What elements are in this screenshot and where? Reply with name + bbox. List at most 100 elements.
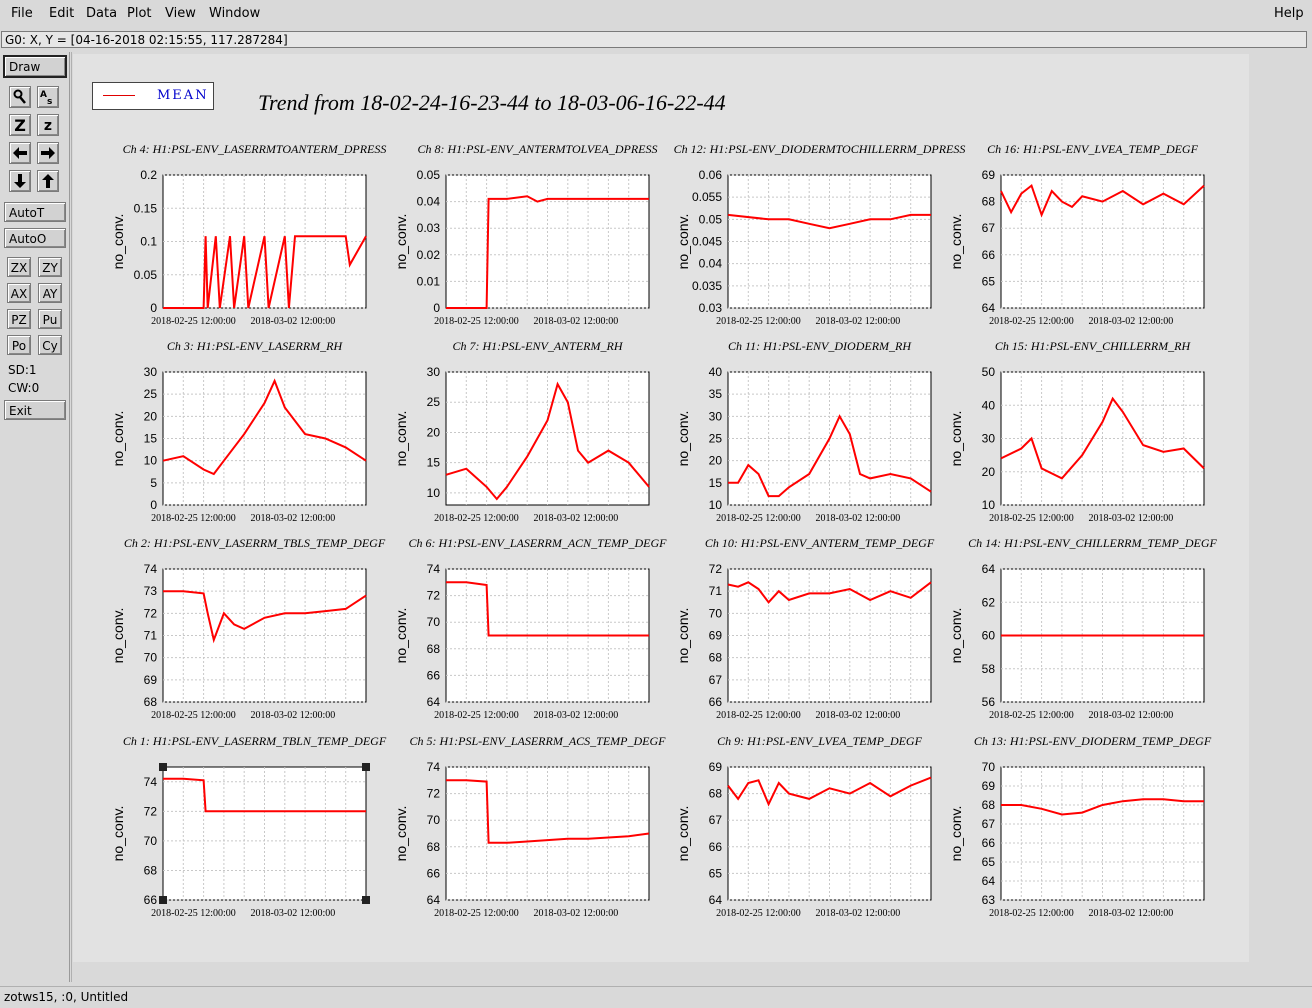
auto-o-button[interactable]: AutoO — [4, 228, 66, 248]
ax-button[interactable]: AX — [7, 283, 31, 303]
y-tick-label: 64 — [982, 301, 996, 315]
sd-status: SD:1 — [8, 363, 37, 377]
chart-title: Ch 16: H1:PSL-ENV_LVEA_TEMP_DEGF — [987, 142, 1199, 156]
selection-handle[interactable] — [159, 896, 167, 904]
trend-line — [163, 590, 367, 644]
trend-line — [1000, 396, 1205, 480]
trend-plot[interactable]: Ch 15: H1:PSL-ENV_CHILLERRM_RH 10 20 30 40 50… — [948, 339, 1205, 524]
chart-title: Ch 14: H1:PSL-ENV_CHILLERRM_TEMP_DEGF — [968, 536, 1217, 550]
arrow-left-button[interactable] — [9, 142, 31, 164]
exit-button[interactable]: Exit — [4, 400, 66, 420]
svg-text:A: A — [40, 90, 47, 100]
y-tick-label: 70 — [427, 615, 441, 629]
y-axis-label: no_conv. — [948, 411, 964, 467]
x-tick-label: 2018-02-25 12:00:00 — [989, 513, 1074, 524]
draw-button[interactable]: Draw — [3, 55, 67, 78]
y-tick-label: 71 — [709, 584, 723, 598]
chart-title: Ch 11: H1:PSL-ENV_DIODERM_RH — [728, 339, 912, 353]
x-tick-label: 2018-02-25 12:00:00 — [434, 513, 519, 524]
trend-plot[interactable]: Ch 6: H1:PSL-ENV_LASERRM_ACN_TEMP_DEGF 64… — [393, 536, 667, 721]
trend-plot[interactable]: Ch 7: H1:PSL-ENV_ANTERM_RH 10 15 20 25 30 2018… — [393, 339, 650, 524]
y-tick-label: 30 — [427, 365, 441, 379]
trend-plot[interactable]: Ch 9: H1:PSL-ENV_LVEA_TEMP_DEGF 64 65 66 67 6… — [675, 734, 932, 919]
y-tick-label: 72 — [709, 562, 723, 576]
menu-data[interactable]: Data — [86, 6, 118, 21]
y-tick-label: 67 — [709, 673, 723, 687]
y-tick-label: 0.2 — [140, 168, 157, 182]
x-tick-label: 2018-02-25 12:00:00 — [716, 513, 801, 524]
pu-button[interactable]: Pu — [38, 309, 62, 329]
trend-plot[interactable]: Ch 4: H1:PSL-ENV_LASERRMTOANTERM_DPRESS 0… — [110, 142, 386, 327]
y-tick-label: 0 — [150, 498, 157, 512]
arrow-up-icon — [42, 174, 54, 188]
trend-line — [162, 378, 367, 476]
plot-frame — [445, 371, 650, 506]
y-tick-label: 69 — [982, 168, 996, 182]
y-tick-label: 63 — [982, 893, 996, 907]
y-tick-label: 0.01 — [417, 274, 441, 288]
selection-handle[interactable] — [159, 763, 167, 771]
menu-view[interactable]: View — [165, 6, 196, 21]
x-tick-label: 2018-03-02 12:00:00 — [1089, 908, 1174, 919]
y-tick-label: 66 — [144, 893, 158, 907]
chart-title: Ch 1: H1:PSL-ENV_LASERRM_TBLN_TEMP_DEGF — [123, 734, 387, 748]
auto-t-button[interactable]: AutoT — [4, 202, 66, 222]
y-axis-label: no_conv. — [675, 608, 691, 664]
trend-plot[interactable]: Ch 14: H1:PSL-ENV_CHILLERRM_TEMP_DEGF 56 5… — [948, 536, 1217, 721]
trend-plot[interactable]: Ch 10: H1:PSL-ENV_ANTERM_TEMP_DEGF 66 67 68… — [675, 536, 935, 721]
trend-plot[interactable]: Ch 12: H1:PSL-ENV_DIODERMTOCHILLERRM_DPR… — [674, 142, 966, 327]
y-axis-label: no_conv. — [675, 214, 691, 270]
menu-window[interactable]: Window — [209, 6, 261, 21]
selection-handle[interactable] — [362, 763, 370, 771]
trend-plot[interactable]: Ch 3: H1:PSL-ENV_LASERRM_RH 0 5 10 15 20 25 30 2… — [110, 339, 367, 524]
trend-plot[interactable]: Ch 1: H1:PSL-ENV_LASERRM_TBLN_TEMP_DEGF 6… — [110, 734, 387, 919]
y-tick-label: 65 — [982, 274, 996, 288]
y-tick-label: 65 — [982, 855, 996, 869]
y-tick-label: 64 — [709, 893, 723, 907]
y-tick-label: 69 — [709, 629, 723, 643]
po-button[interactable]: Po — [7, 335, 31, 355]
x-tick-label: 2018-02-25 12:00:00 — [989, 710, 1074, 721]
y-tick-label: 20 — [427, 425, 441, 439]
trend-line — [446, 195, 649, 309]
menu-edit[interactable]: Edit — [49, 6, 75, 21]
menu-plot[interactable]: Plot — [127, 6, 152, 21]
cw-status: CW:0 — [8, 381, 40, 395]
menu-help[interactable]: Help — [1274, 6, 1304, 21]
trend-plot[interactable]: Ch 16: H1:PSL-ENV_LVEA_TEMP_DEGF 64 65 66 67… — [948, 142, 1205, 327]
trend-plot[interactable]: Ch 11: H1:PSL-ENV_DIODERM_RH 10 15 20 25 30 35… — [675, 339, 932, 524]
legend: MEAN — [92, 82, 214, 110]
trend-plot[interactable]: Ch 8: H1:PSL-ENV_ANTERMTOLVEA_DPRESS 0 0.0… — [393, 142, 658, 327]
selection-handle[interactable] — [362, 896, 370, 904]
y-tick-label: 66 — [982, 248, 996, 262]
trend-plot[interactable]: Ch 2: H1:PSL-ENV_LASERRM_TBLS_TEMP_DEGF 6… — [110, 536, 386, 721]
arrow-down-button[interactable] — [9, 170, 31, 192]
y-tick-label: 0.05 — [699, 212, 723, 226]
zoom-z-big-button[interactable]: Z — [9, 114, 31, 136]
x-tick-label: 2018-03-02 12:00:00 — [1089, 513, 1174, 524]
trend-plot[interactable]: Ch 5: H1:PSL-ENV_LASERRM_ACS_TEMP_DEGF 64… — [393, 734, 666, 919]
x-tick-label: 2018-03-02 12:00:00 — [534, 513, 619, 524]
zoom-z-small-button[interactable]: z — [37, 114, 59, 136]
menu-file[interactable]: File — [11, 6, 33, 21]
x-tick-label: 2018-02-25 12:00:00 — [151, 710, 236, 721]
x-tick-label: 2018-02-25 12:00:00 — [151, 908, 236, 919]
zy-button[interactable]: ZY — [38, 257, 62, 277]
y-tick-label: 10 — [427, 486, 441, 500]
arrow-up-button[interactable] — [37, 170, 59, 192]
zx-button[interactable]: ZX — [7, 257, 31, 277]
arrow-right-button[interactable] — [37, 142, 59, 164]
magnify-button[interactable] — [9, 86, 31, 108]
trend-line — [1001, 798, 1204, 816]
x-tick-label: 2018-03-02 12:00:00 — [251, 908, 336, 919]
y-tick-label: 0.03 — [417, 221, 441, 235]
ay-button[interactable]: AY — [38, 283, 62, 303]
chart-title: Ch 9: H1:PSL-ENV_LVEA_TEMP_DEGF — [717, 734, 923, 748]
plot-frame — [162, 766, 367, 901]
pz-button[interactable]: PZ — [7, 309, 31, 329]
trend-line — [445, 381, 650, 501]
cy-button[interactable]: Cy — [38, 335, 62, 355]
trend-plot[interactable]: Ch 13: H1:PSL-ENV_DIODERM_TEMP_DEGF 63 64 6… — [948, 734, 1212, 919]
